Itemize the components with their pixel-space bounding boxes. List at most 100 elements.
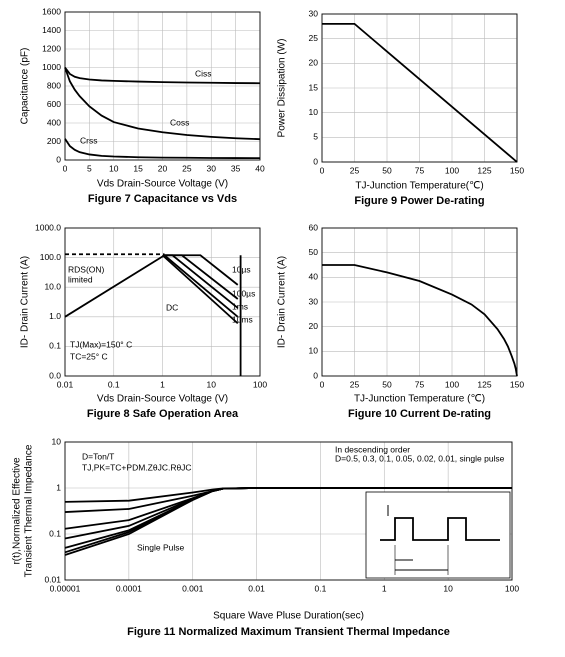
y-tick-label: 0.1 — [49, 528, 61, 538]
y-axis-label: ID- Drain Current (A) — [20, 256, 31, 348]
y-tick-label: 100.0 — [40, 252, 62, 262]
y-tick-label: 0 — [313, 370, 318, 380]
x-tick-label: 25 — [350, 165, 360, 175]
x-tick-label: 25 — [182, 163, 192, 173]
y-tick-label: 30 — [309, 296, 319, 306]
y-tick-label: 1400 — [42, 25, 61, 35]
annotation: D=Ton/T — [82, 451, 114, 461]
x-tick-label: 75 — [415, 165, 425, 175]
x-tick-label: 50 — [382, 165, 392, 175]
x-tick-label: 0 — [320, 379, 325, 389]
y-tick-label: 60 — [309, 222, 319, 232]
y-tick-label: 600 — [47, 99, 61, 109]
y-tick-label: 0 — [56, 154, 61, 164]
y-tick-label: 10 — [52, 436, 62, 446]
x-tick-label: 20 — [158, 163, 168, 173]
x-tick-label: 0.01 — [248, 583, 265, 593]
x-tick-label: 150 — [510, 165, 524, 175]
y-tick-label: 20 — [309, 321, 319, 331]
y-axis-label: Transient Thermal Impedance — [24, 444, 35, 577]
y-tick-label: 50 — [309, 247, 319, 257]
x-tick-label: 75 — [415, 379, 425, 389]
inset-box — [365, 491, 511, 579]
plot-frame — [64, 11, 261, 161]
series-line — [64, 67, 261, 141]
series-line — [163, 254, 239, 318]
y-tick-label: 1 — [56, 482, 61, 492]
x-tick-label: 1 — [382, 583, 387, 593]
x-tick-label: 0.001 — [182, 583, 204, 593]
y-tick-label: 1200 — [42, 43, 61, 53]
x-axis-label: Square Wave Pluse Duration(sec) — [213, 611, 364, 622]
y-tick-label: 20 — [309, 58, 319, 68]
series-line — [64, 254, 165, 318]
series-label: 100µs — [232, 288, 255, 298]
x-tick-label: 0.00001 — [50, 583, 81, 593]
annotation: In descending order — [335, 444, 410, 454]
y-tick-label: 1.0 — [49, 311, 61, 321]
plot-frame — [321, 227, 518, 377]
annotation: TJ(Max)=150° C — [70, 339, 132, 349]
y-tick-label: 0.01 — [44, 574, 61, 584]
x-axis-label: TJ-Junction Temperature(℃) — [355, 181, 483, 192]
x-tick-label: 100 — [445, 165, 459, 175]
y-tick-label: 1000.0 — [35, 222, 61, 232]
series-line — [322, 264, 518, 377]
annotation: RDS(ON) — [68, 264, 105, 274]
y-tick-label: 0 — [313, 156, 318, 166]
x-tick-label: 125 — [477, 379, 491, 389]
annotation: Single Pulse — [137, 542, 185, 552]
x-tick-label: 25 — [350, 379, 360, 389]
x-tick-label: 10 — [109, 163, 119, 173]
series-line — [64, 487, 512, 556]
plot-frame — [64, 227, 261, 377]
y-tick-label: 800 — [47, 80, 61, 90]
y-tick-label: 10.0 — [44, 281, 61, 291]
series-label: DC — [166, 302, 178, 312]
series-line — [164, 254, 239, 309]
y-tick-label: 15 — [309, 82, 319, 92]
x-tick-label: 1 — [160, 379, 165, 389]
x-tick-label: 0.01 — [57, 379, 74, 389]
x-tick-label: 0.0001 — [116, 583, 142, 593]
y-tick-label: 0.0 — [49, 370, 61, 380]
pulse-wave — [380, 517, 500, 541]
y-tick-label: 40 — [309, 272, 319, 282]
x-tick-label: 40 — [255, 163, 265, 173]
x-tick-label: 0.1 — [315, 583, 327, 593]
x-axis-label: Vds Drain-Source Voltage (V) — [97, 179, 228, 190]
x-tick-label: 100 — [253, 379, 267, 389]
x-tick-label: 0 — [63, 163, 68, 173]
x-axis-label: TJ-Junction Temperature (℃) — [354, 394, 485, 405]
x-tick-label: 150 — [510, 379, 524, 389]
series-label: Ciss — [195, 68, 212, 78]
y-tick-label: 10 — [309, 346, 319, 356]
y-tick-label: 30 — [309, 8, 319, 18]
annotation: D=0.5, 0.3, 0.1, 0.05, 0.02, 0.01, singl… — [335, 453, 505, 463]
y-tick-label: 5 — [313, 132, 318, 142]
x-tick-label: 30 — [207, 163, 217, 173]
series-label: Coss — [170, 117, 189, 127]
y-tick-label: 25 — [309, 33, 319, 43]
chart: 0 25 50 75 100 125 150 0 10 20 30 40 50 60 TJ-Junction… — [277, 222, 525, 420]
x-tick-label: 100 — [505, 583, 519, 593]
annotation: TC=25° C — [70, 351, 108, 361]
series-line — [64, 138, 261, 160]
chart-title: Figure 11 Normalized Maximum Transient T… — [127, 626, 450, 638]
y-tick-label: 400 — [47, 117, 61, 127]
x-tick-label: 0.1 — [108, 379, 120, 389]
x-tick-label: 50 — [382, 379, 392, 389]
chart: 0 5 10 15 20 25 30 35 40020040060080010001200140… — [20, 6, 265, 205]
inset-diagram — [365, 491, 511, 579]
chart: 0 25 50 75 100 125 150 0 5 10 15 20 25 30 TJ-Junction … — [277, 8, 525, 207]
x-tick-label: 125 — [477, 165, 491, 175]
x-tick-label: 100 — [445, 379, 459, 389]
x-axis-label: Vds Drain-Source Voltage (V) — [97, 394, 228, 405]
chart-title: Figure 7 Capacitance vs Vds — [88, 193, 237, 205]
y-axis-label: Power Dissipation (W) — [277, 39, 288, 138]
series-line — [161, 254, 239, 325]
chart-title: Figure 10 Current De-rating — [348, 408, 491, 420]
x-tick-label: 10 — [207, 379, 217, 389]
series-label: Crss — [80, 135, 97, 145]
